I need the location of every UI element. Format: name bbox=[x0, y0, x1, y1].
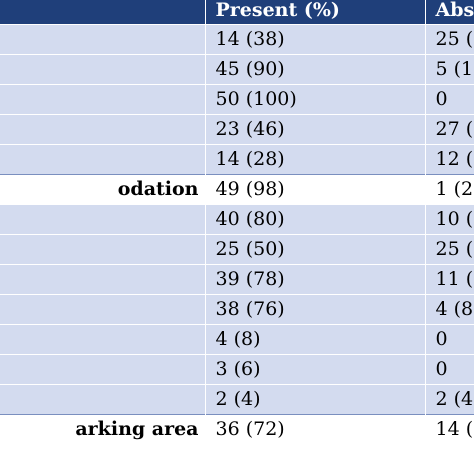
cell-absent: 0 bbox=[425, 83, 474, 114]
header-present: Present (%) bbox=[205, 0, 426, 24]
cell-absent: 2 (4 bbox=[425, 383, 474, 414]
table-row: 14 (28) 12 ( bbox=[0, 143, 474, 174]
table-body: 14 (38) 25 (45 (90) 5 (1 50 (100) 0 23 (46) 27… bbox=[0, 23, 474, 444]
cell-present: 50 (100) bbox=[205, 83, 426, 114]
cell-present: 14 (28) bbox=[205, 143, 426, 174]
cell-present: 23 (46) bbox=[205, 113, 426, 144]
cell-absent: 4 (8 bbox=[425, 293, 474, 324]
table-row: 38 (76) 4 (8 bbox=[0, 293, 474, 324]
cell-feature bbox=[0, 203, 206, 234]
table-row: 39 (78) 11 ( bbox=[0, 263, 474, 294]
cell-feature bbox=[0, 233, 206, 264]
table-header-row: Present (%) Abs bbox=[0, 0, 474, 24]
cell-feature bbox=[0, 83, 206, 114]
cell-absent: 0 bbox=[425, 353, 474, 384]
cell-absent: 25 ( bbox=[425, 233, 474, 264]
cell-absent: 25 ( bbox=[425, 23, 474, 54]
table-row: 3 (6) 0 bbox=[0, 353, 474, 384]
cell-present: 40 (80) bbox=[205, 203, 426, 234]
cell-present: 2 (4) bbox=[205, 383, 426, 414]
cell-present: 4 (8) bbox=[205, 323, 426, 354]
cell-feature bbox=[0, 113, 206, 144]
table-row: 40 (80) 10 ( bbox=[0, 203, 474, 234]
table-row: arking area 36 (72) 14 ( bbox=[0, 413, 474, 444]
cell-feature bbox=[0, 263, 206, 294]
cell-feature: arking area bbox=[0, 413, 206, 444]
cell-feature bbox=[0, 23, 206, 54]
cell-absent: 0 bbox=[425, 323, 474, 354]
cell-present: 38 (76) bbox=[205, 293, 426, 324]
cell-present: 36 (72) bbox=[205, 413, 426, 444]
cell-feature bbox=[0, 293, 206, 324]
header-feature bbox=[0, 0, 206, 24]
cell-absent: 1 (2 bbox=[425, 173, 474, 204]
table-row: 50 (100) 0 bbox=[0, 83, 474, 114]
table-row: 25 (50) 25 ( bbox=[0, 233, 474, 264]
table-row: 14 (38) 25 ( bbox=[0, 23, 474, 54]
cell-feature bbox=[0, 53, 206, 84]
table-row: 2 (4) 2 (4 bbox=[0, 383, 474, 414]
cell-feature bbox=[0, 353, 206, 384]
cell-present: 49 (98) bbox=[205, 173, 426, 204]
table-row: 23 (46) 27 ( bbox=[0, 113, 474, 144]
table-row: odation 49 (98) 1 (2 bbox=[0, 173, 474, 204]
cell-feature: odation bbox=[0, 173, 206, 204]
data-table: Present (%) Abs 14 (38) 25 (45 (90) 5 (1 50… bbox=[0, 0, 474, 444]
cell-feature bbox=[0, 383, 206, 414]
cell-present: 39 (78) bbox=[205, 263, 426, 294]
cell-present: 14 (38) bbox=[205, 23, 426, 54]
cell-absent: 27 ( bbox=[425, 113, 474, 144]
cell-present: 45 (90) bbox=[205, 53, 426, 84]
table-row: 45 (90) 5 (1 bbox=[0, 53, 474, 84]
cell-absent: 12 ( bbox=[425, 143, 474, 174]
cell-absent: 14 ( bbox=[425, 413, 474, 444]
cell-absent: 10 ( bbox=[425, 203, 474, 234]
cell-present: 25 (50) bbox=[205, 233, 426, 264]
cell-absent: 11 ( bbox=[425, 263, 474, 294]
cell-absent: 5 (1 bbox=[425, 53, 474, 84]
cell-feature bbox=[0, 143, 206, 174]
table-row: 4 (8) 0 bbox=[0, 323, 474, 354]
cell-present: 3 (6) bbox=[205, 353, 426, 384]
cell-feature bbox=[0, 323, 206, 354]
header-absent: Abs bbox=[425, 0, 474, 24]
